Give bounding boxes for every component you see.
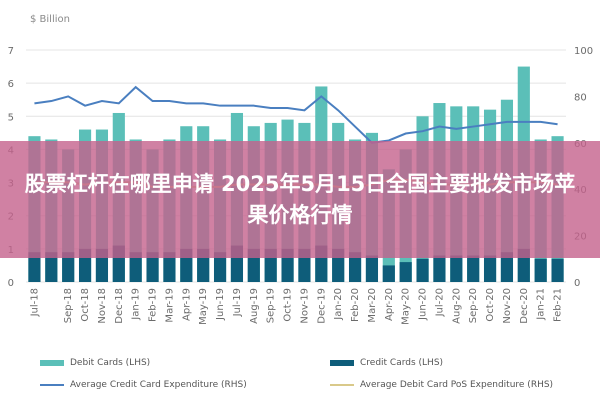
- x-tick-label: Jan-19: [131, 288, 142, 321]
- credit-bar: [416, 258, 429, 282]
- x-tick-label: Nov-18: [97, 288, 108, 324]
- y-left-tick-label: 6: [8, 79, 14, 90]
- x-tick-label: May-19: [198, 288, 209, 325]
- legend-item-credit: Credit Cards (LHS): [330, 358, 443, 368]
- y-right-tick-label: 0: [574, 278, 580, 289]
- credit-bar: [500, 252, 514, 282]
- legend-item-debit: Debit Cards (LHS): [40, 358, 150, 368]
- x-tick-label: Oct-19: [283, 288, 294, 322]
- avg-credit-line: [34, 85, 558, 144]
- credit-bar: [467, 255, 480, 282]
- y-right-tick-label: 100: [574, 46, 593, 57]
- x-tick-label: Oct-18: [80, 288, 91, 322]
- y-right-tick-label: 80: [574, 92, 587, 103]
- legend-swatch-debit: [40, 360, 64, 366]
- credit-bar: [62, 252, 75, 282]
- credit-bar: [129, 252, 142, 282]
- x-tick-label: Oct-20: [485, 288, 496, 322]
- x-tick-label: Sep-20: [468, 288, 479, 323]
- credit-bar: [450, 255, 463, 282]
- x-tick-label: Jul-18: [29, 288, 40, 317]
- x-tick-label: Nov-19: [299, 288, 310, 324]
- credit-bar: [534, 258, 547, 282]
- legend-swatch-credit: [330, 360, 354, 366]
- x-tick-label: Aug-20: [451, 288, 462, 324]
- x-tick-label: Sep-18: [63, 288, 74, 323]
- x-tick-label: Dec-18: [114, 288, 125, 324]
- x-tick-label: Dec-20: [519, 288, 530, 324]
- legend-swatch-avg-debit: [330, 384, 354, 386]
- x-tick-label: Jul-19: [232, 288, 243, 317]
- credit-bar: [348, 252, 362, 282]
- x-tick-label: Jun-19: [215, 288, 226, 321]
- x-tick-label: Feb-19: [148, 288, 159, 322]
- credit-bar: [382, 265, 395, 282]
- legend: Debit Cards (LHS) Credit Cards (LHS) Ave…: [40, 356, 580, 396]
- credit-bar: [213, 252, 227, 282]
- overlay-banner: 股票杠杆在哪里申请 2025年5月15日全国主要批发市场苹果价格行情: [0, 141, 600, 258]
- x-tick-label: May-20: [401, 288, 412, 325]
- x-ticks: Jul-18 Sep-18 Oct-18 Nov-18 Dec-18 Jan-19 Feb-…: [29, 288, 563, 325]
- x-tick-label: Jan-20: [333, 288, 344, 321]
- credit-bar: [146, 252, 159, 282]
- x-tick-label: Apr-19: [181, 288, 192, 321]
- x-tick-label: Dec-19: [316, 288, 327, 324]
- credit-bar: [399, 262, 412, 282]
- credit-bar: [365, 255, 379, 282]
- legend-label-avg-debit: Average Debit Card PoS Expenditure (RHS): [360, 380, 554, 390]
- y-left-unit-label: $ Billion: [30, 14, 70, 25]
- x-tick-label: Feb-20: [350, 288, 361, 322]
- x-tick-label: Apr-20: [384, 288, 395, 321]
- credit-bar: [551, 258, 564, 282]
- x-tick-label: Jul-20: [434, 288, 445, 317]
- legend-label-credit: Credit Cards (LHS): [360, 358, 444, 368]
- legend-item-avg-debit: Average Debit Card PoS Expenditure (RHS): [330, 380, 553, 390]
- y-left-tick-label: 7: [8, 46, 14, 57]
- x-tick-label: Sep-19: [266, 288, 277, 323]
- credit-bar: [163, 252, 176, 282]
- overlay-title: 股票杠杆在哪里申请 2025年5月15日全国主要批发市场苹果价格行情: [24, 171, 576, 227]
- legend-label-debit: Debit Cards (LHS): [70, 358, 151, 368]
- x-tick-label: Jun-20: [418, 288, 429, 321]
- legend-item-avg-credit: Average Credit Card Expenditure (RHS): [40, 380, 247, 390]
- credit-bar: [483, 255, 497, 282]
- credit-bar: [433, 255, 446, 282]
- x-tick-label: Mar-19: [164, 288, 175, 323]
- credit-bar: [28, 252, 41, 282]
- legend-swatch-avg-credit: [40, 384, 64, 386]
- y-left-tick-label: 5: [8, 112, 14, 123]
- y-left-tick-label: 0: [8, 278, 14, 289]
- x-tick-label: Nov-20: [502, 288, 513, 324]
- x-tick-label: Aug-19: [249, 288, 260, 324]
- x-tick-label: Feb-21: [553, 288, 564, 322]
- credit-bar: [45, 252, 58, 282]
- x-tick-label: Mar-20: [367, 288, 378, 323]
- legend-label-avg-credit: Average Credit Card Expenditure (RHS): [70, 380, 247, 390]
- x-tick-label: Jan-21: [536, 288, 547, 321]
